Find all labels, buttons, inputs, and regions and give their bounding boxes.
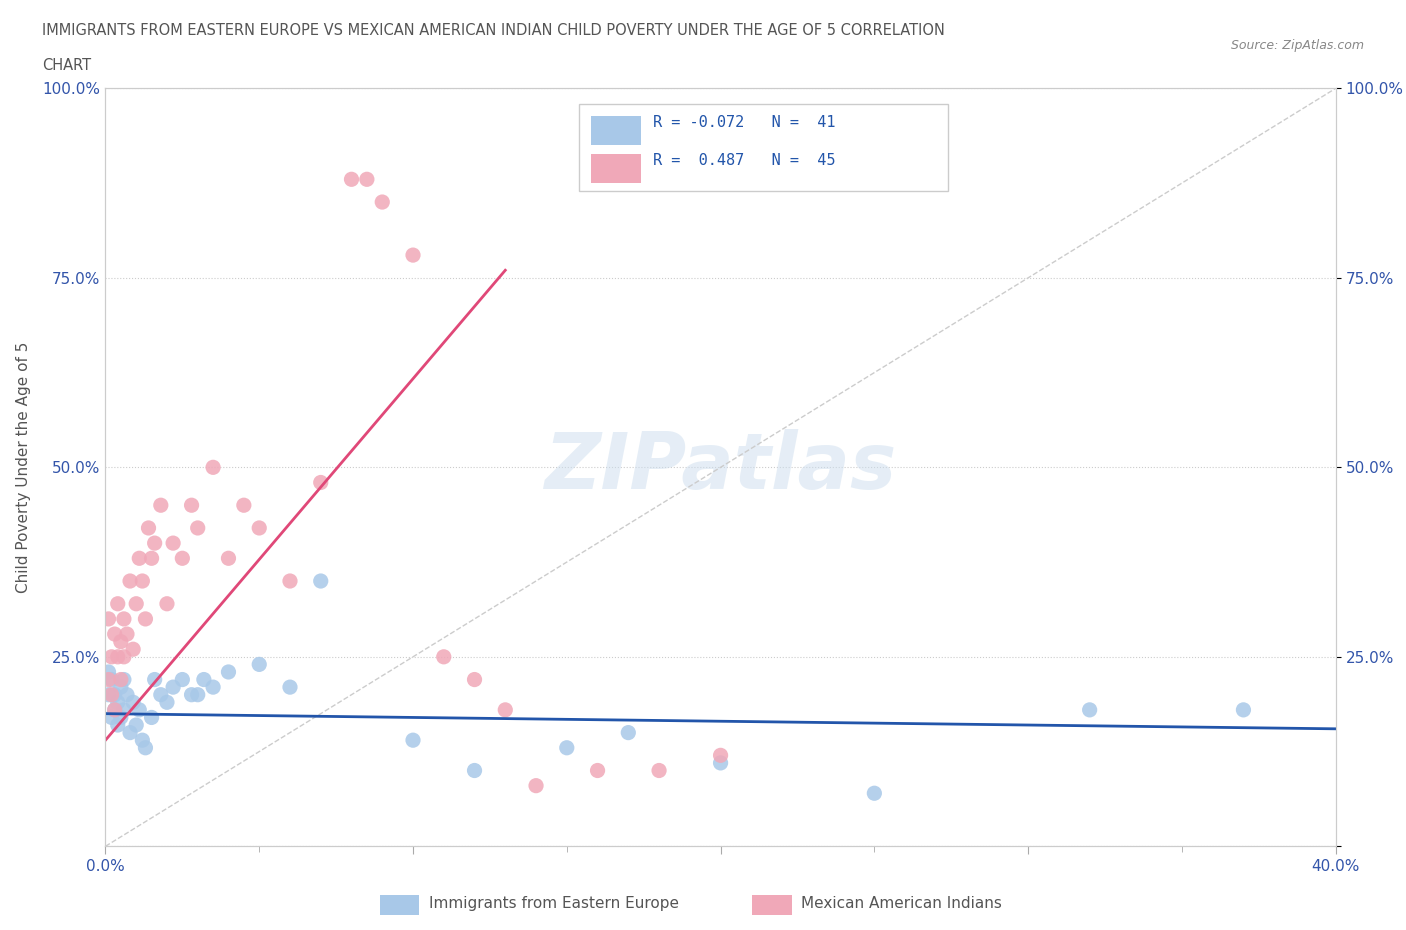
Point — [122, 642, 145, 657]
Point — [112, 612, 135, 627]
Point — [131, 733, 153, 748]
Point — [97, 687, 120, 702]
Point — [193, 672, 215, 687]
Text: Source: ZipAtlas.com: Source: ZipAtlas.com — [1230, 39, 1364, 52]
Point — [464, 672, 486, 687]
Point — [104, 702, 127, 717]
Point — [202, 460, 225, 475]
Point — [402, 247, 425, 262]
Point — [187, 521, 209, 536]
Point — [143, 536, 166, 551]
Point — [710, 748, 733, 763]
Point — [125, 718, 148, 733]
Text: Immigrants from Eastern Europe: Immigrants from Eastern Europe — [429, 897, 679, 911]
Point — [110, 634, 132, 649]
Text: CHART: CHART — [42, 58, 91, 73]
Point — [340, 172, 363, 187]
Point — [143, 672, 166, 687]
Point — [356, 172, 378, 187]
Point — [110, 672, 132, 687]
Point — [648, 763, 671, 777]
Point — [402, 733, 425, 748]
Point — [128, 702, 150, 717]
Point — [710, 755, 733, 770]
Point — [120, 725, 141, 740]
Point — [112, 702, 135, 717]
Text: Mexican American Indians: Mexican American Indians — [801, 897, 1002, 911]
Point — [107, 718, 129, 733]
Point — [138, 521, 160, 536]
Point — [128, 551, 150, 565]
Point — [162, 680, 184, 695]
Point — [120, 574, 141, 589]
Point — [100, 672, 122, 687]
Point — [617, 725, 640, 740]
Point — [115, 627, 138, 642]
Point — [141, 551, 163, 565]
Point — [187, 687, 209, 702]
Point — [494, 702, 516, 717]
Point — [97, 672, 120, 687]
Point — [149, 687, 172, 702]
FancyBboxPatch shape — [579, 103, 948, 191]
Point — [586, 763, 609, 777]
Point — [100, 687, 122, 702]
Point — [107, 695, 129, 710]
Point — [104, 702, 127, 717]
Point — [180, 687, 202, 702]
Point — [100, 649, 122, 664]
Text: ZIPatlas: ZIPatlas — [544, 430, 897, 505]
Point — [218, 665, 240, 680]
Point — [112, 649, 135, 664]
Point — [149, 498, 172, 512]
Point — [464, 763, 486, 777]
Point — [218, 551, 240, 565]
Point — [309, 475, 332, 490]
Point — [97, 612, 120, 627]
Y-axis label: Child Poverty Under the Age of 5: Child Poverty Under the Age of 5 — [17, 341, 31, 593]
Point — [172, 551, 194, 565]
Point — [172, 672, 194, 687]
Point — [100, 710, 122, 724]
Point — [156, 695, 179, 710]
Point — [131, 574, 153, 589]
Point — [141, 710, 163, 724]
Point — [115, 687, 138, 702]
Point — [180, 498, 202, 512]
Point — [1078, 702, 1101, 717]
Text: R = -0.072   N =  41: R = -0.072 N = 41 — [652, 115, 835, 130]
Point — [863, 786, 886, 801]
Point — [309, 574, 332, 589]
Bar — [592, 154, 641, 183]
Point — [555, 740, 578, 755]
Point — [110, 710, 132, 724]
Point — [433, 649, 456, 664]
Point — [202, 680, 225, 695]
Text: R =  0.487   N =  45: R = 0.487 N = 45 — [652, 153, 835, 167]
Text: IMMIGRANTS FROM EASTERN EUROPE VS MEXICAN AMERICAN INDIAN CHILD POVERTY UNDER TH: IMMIGRANTS FROM EASTERN EUROPE VS MEXICA… — [42, 23, 945, 38]
Point — [104, 627, 127, 642]
Point — [107, 596, 129, 611]
Point — [156, 596, 179, 611]
Point — [278, 680, 301, 695]
Point — [278, 574, 301, 589]
Point — [232, 498, 254, 512]
Bar — [592, 116, 641, 145]
Point — [134, 740, 156, 755]
Point — [112, 672, 135, 687]
Point — [122, 695, 145, 710]
Point — [97, 665, 120, 680]
Point — [110, 680, 132, 695]
Point — [1232, 702, 1254, 717]
Point — [104, 687, 127, 702]
Point — [371, 194, 394, 209]
Point — [247, 521, 270, 536]
Point — [524, 778, 547, 793]
Point — [134, 612, 156, 627]
Point — [125, 596, 148, 611]
Point — [247, 657, 270, 671]
Point — [107, 649, 129, 664]
Point — [162, 536, 184, 551]
